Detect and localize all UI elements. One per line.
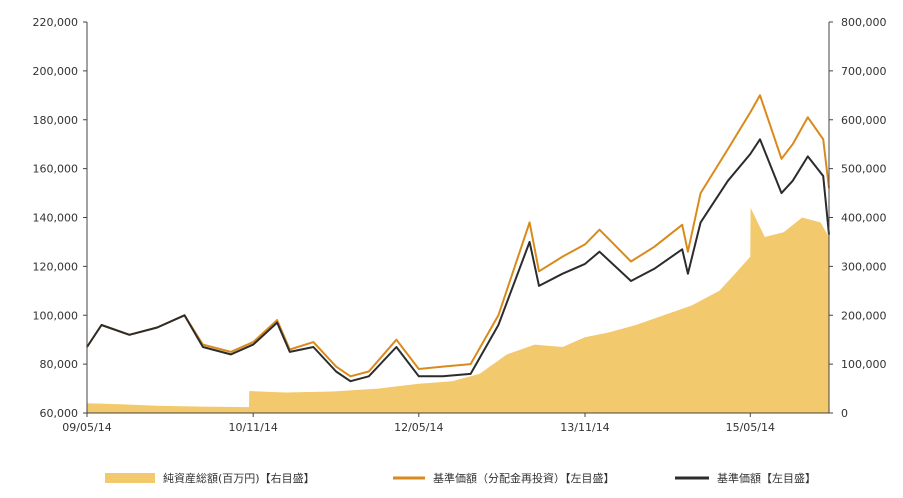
y-left-tick-label: 80,000 (40, 358, 79, 371)
series-area-0 (87, 207, 829, 413)
y-right-tick-label: 200,000 (841, 309, 887, 322)
x-tick-label: 15/05/14 (726, 421, 775, 434)
y-left-tick-label: 200,000 (33, 65, 79, 78)
plot-area (86, 94, 830, 413)
y-left-tick-label: 60,000 (40, 407, 79, 420)
y-left-tick-label: 140,000 (33, 212, 79, 225)
series-line-2 (86, 138, 830, 383)
y-right-tick-label: 300,000 (841, 260, 887, 273)
y-left-tick-label: 120,000 (33, 260, 79, 273)
x-tick-label: 13/11/14 (560, 421, 609, 434)
legend-label-0: 純資産総額(百万円)【右目盛】 (163, 471, 315, 485)
y-left-tick-label: 220,000 (33, 16, 79, 29)
legend-label-2: 基準価額【左目盛】 (717, 471, 816, 485)
y-right-tick-label: 600,000 (841, 114, 887, 127)
y-right-tick-label: 0 (841, 407, 848, 420)
x-tick-label: 09/05/14 (62, 421, 111, 434)
axes: 60,000 80,000 100,000 120,000 140,000 160,000… (33, 16, 887, 434)
y-right-tick-label: 500,000 (841, 163, 887, 176)
y-right-tick-label: 400,000 (841, 212, 887, 225)
y-right-tick-label: 700,000 (841, 65, 887, 78)
x-tick-label: 12/05/14 (394, 421, 443, 434)
y-right-tick-label: 100,000 (841, 358, 887, 371)
series-line-1 (86, 94, 830, 378)
legend-label-1: 基準価額（分配金再投資）【左目盛】 (433, 471, 615, 485)
y-left-tick-label: 160,000 (33, 163, 79, 176)
y-right-tick-label: 800,000 (841, 16, 887, 29)
legend: 純資産総額(百万円)【右目盛】 基準価額（分配金再投資）【左目盛】 基準価額【左目盛… (105, 471, 816, 485)
x-tick-label: 10/11/14 (228, 421, 277, 434)
y-left-tick-label: 100,000 (33, 309, 79, 322)
y-left-tick-label: 180,000 (33, 114, 79, 127)
